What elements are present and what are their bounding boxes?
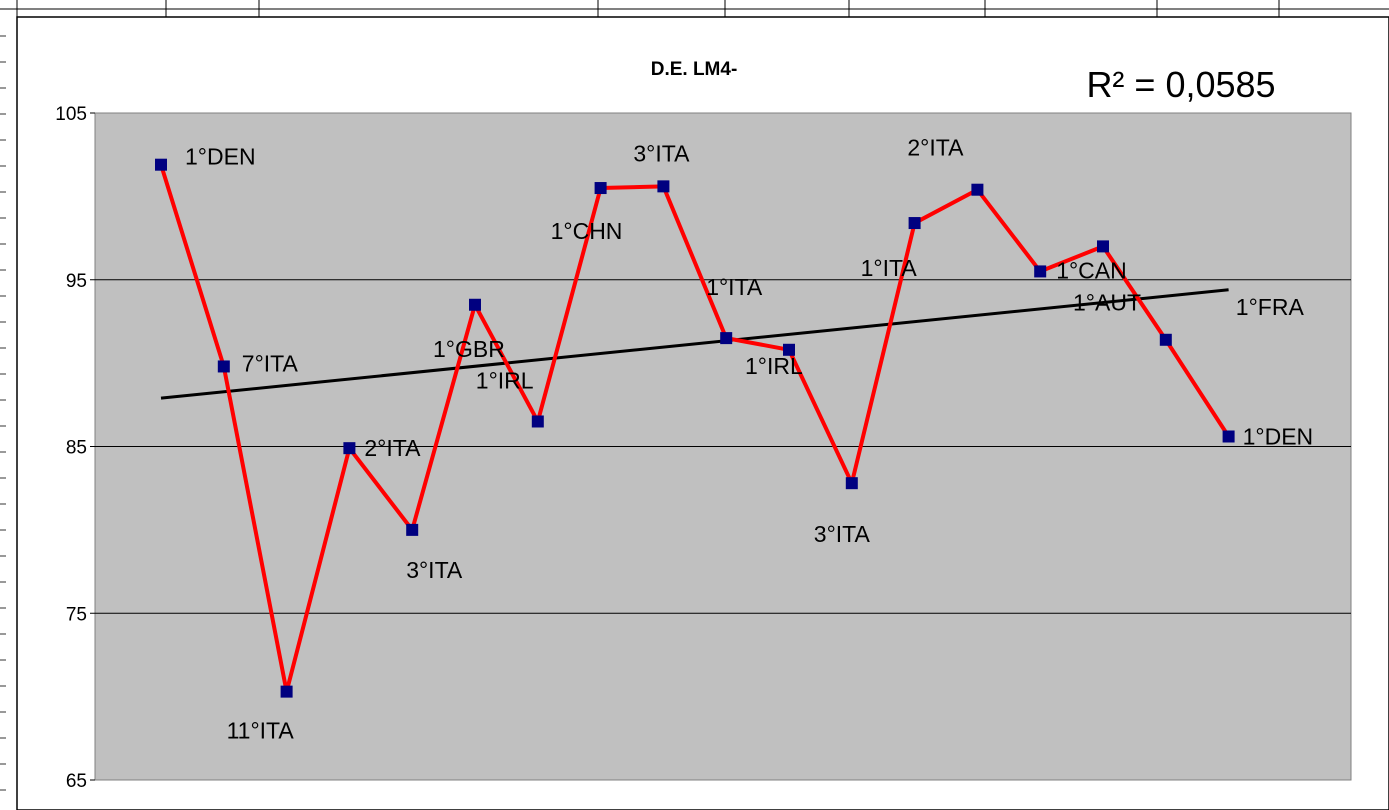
y-tick-label: 65 xyxy=(66,771,87,792)
data-label: 3°ITA xyxy=(633,140,690,166)
data-label: 1°CHN xyxy=(551,218,623,244)
data-label: 1°AUT xyxy=(1073,289,1141,315)
data-point xyxy=(1034,265,1047,278)
data-point xyxy=(594,182,607,195)
data-point xyxy=(657,180,670,193)
data-point xyxy=(343,442,356,455)
data-label: 1°DEN xyxy=(185,144,256,170)
data-label: 1°GBR xyxy=(433,336,505,362)
data-label: 7°ITA xyxy=(242,350,299,376)
data-label: 11°ITA xyxy=(227,718,295,744)
series-line xyxy=(159,164,1231,694)
data-point xyxy=(971,183,984,196)
data-label: 1°ITA xyxy=(861,255,918,281)
data-label: 1°CAN xyxy=(1056,257,1127,283)
data-point xyxy=(1097,240,1109,253)
data-point xyxy=(720,332,733,345)
data-label: 1°FRA xyxy=(1236,294,1305,320)
data-point xyxy=(406,523,419,536)
data-label: 3°ITA xyxy=(406,557,463,583)
chart-title: D.E. LM4- xyxy=(651,59,738,80)
trendline-path xyxy=(160,288,1229,400)
data-labels: 1°DEN 7°ITA 11°ITA 2°ITA 3°ITA 1°GBR 1°IRL 1°CH… xyxy=(185,135,1313,744)
series xyxy=(155,158,1235,698)
data-label: 2°ITA xyxy=(907,135,964,161)
spreadsheet-gridlines xyxy=(0,0,1389,791)
y-tick-label: 95 xyxy=(66,271,87,292)
data-label: 1°DEN xyxy=(1243,423,1314,449)
r-squared-label: R² = 0,0585 xyxy=(1086,64,1275,105)
y-tick-label: 85 xyxy=(66,438,87,459)
data-point xyxy=(531,415,544,428)
data-label: 1°ITA xyxy=(706,274,763,300)
data-point xyxy=(845,477,858,490)
gridlines xyxy=(95,279,1351,614)
data-point xyxy=(155,158,167,171)
data-label: 2°ITA xyxy=(364,435,421,461)
data-label: 1°IRL xyxy=(745,353,803,379)
data-point xyxy=(783,343,795,356)
y-tick-label: 105 xyxy=(55,104,87,125)
data-point xyxy=(280,685,293,698)
data-point xyxy=(469,298,481,311)
y-tick-label: 75 xyxy=(66,604,87,625)
trendline xyxy=(160,288,1229,400)
data-point xyxy=(1159,333,1172,346)
data-point xyxy=(908,217,921,230)
data-label: 1°IRL xyxy=(476,367,534,393)
data-point xyxy=(1222,430,1235,443)
data-label: 3°ITA xyxy=(814,521,871,547)
y-axis: 65 75 85 95 105 xyxy=(55,104,95,792)
data-point xyxy=(217,360,230,373)
